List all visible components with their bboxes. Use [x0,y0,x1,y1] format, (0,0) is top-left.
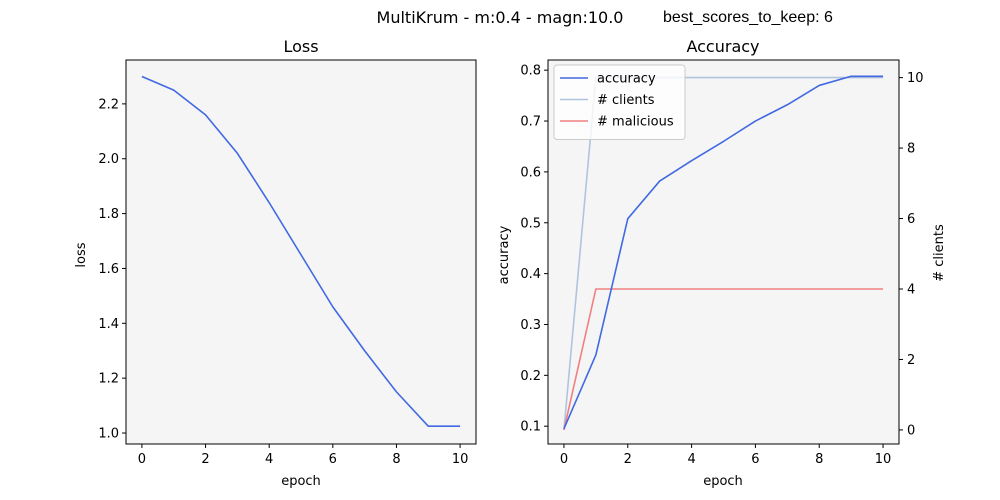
accuracy-y-tick-label: 0.7 [520,115,541,130]
loss-y-axis-label: loss [74,242,89,267]
accuracy-y-tick-label: 0.4 [520,267,541,282]
accuracy-accuracy-line [563,75,884,430]
accuracy-y2-tick-label: 4 [907,282,915,297]
accuracy-y-axis-label: accuracy [497,225,512,284]
accuracy-legend-label: # malicious [597,115,674,130]
accuracy-x-axis-label: epoch [703,474,743,489]
loss-y-tick-label: 2.2 [98,97,119,112]
accuracy-y-tick-label: 0.2 [520,369,541,384]
figure-suptitle: MultiKrum - m:0.4 - magn:10.0 [377,8,624,27]
loss-y-tick-label: 1.8 [98,207,119,222]
accuracy-x-tick-label: 4 [687,452,695,467]
accuracy-malicious-line [563,288,884,431]
loss-chart: Loss epoch loss 0 2 4 6 8 10 1.0 1.2 1.4 1.6 1.8 2.… [74,37,477,489]
accuracy-y-tick-label: 0.5 [520,216,541,231]
loss-x-axis-label: epoch [281,474,321,489]
loss-x-tick-label: 10 [452,452,469,467]
loss-y-tick-label: 1.2 [98,372,119,387]
accuracy-legend: accuracy # clients # malicious [553,64,686,140]
accuracy-x-tick-label: 2 [624,452,632,467]
loss-chart-title: Loss [283,37,318,56]
loss-plot-area [126,60,476,444]
loss-y-tick-label: 2.0 [98,152,119,167]
accuracy-y-tick-label: 0.3 [520,318,541,333]
accuracy-legend-label: # clients [597,93,655,108]
accuracy-right-axis-label: # clients [932,224,947,282]
accuracy-y2-tick-label: 0 [907,423,915,438]
accuracy-chart: Accuracy epoch accuracy # clients 0 2 4 6 8 1… [497,37,947,489]
loss-y-tick-label: 1.0 [98,427,119,442]
loss-x-tick-label: 4 [265,452,273,467]
loss-y-tick-label: 1.6 [98,262,119,277]
loss-series-0-line [141,75,461,427]
accuracy-y2-tick-label: 2 [907,353,915,368]
accuracy-plot-frame [547,59,900,445]
accuracy-chart-title: Accuracy [686,37,759,56]
accuracy-y-tick-label: 0.8 [520,64,541,79]
accuracy-x-tick-label: 0 [560,452,568,467]
accuracy-x-tick-label: 8 [815,452,823,467]
accuracy-x-tick-label: 6 [751,452,759,467]
figure-annotation: best_scores_to_keep: 6 [663,9,833,26]
loss-x-tick-label: 2 [201,452,209,467]
accuracy-y2-tick-label: 10 [907,71,924,86]
loss-y-tick-label: 1.4 [98,317,119,332]
accuracy-y2-tick-label: 8 [907,142,915,157]
accuracy-x-tick-label: 10 [875,452,892,467]
accuracy-y-tick-label: 0.6 [520,165,541,180]
accuracy-legend-label: accuracy [597,72,656,87]
loss-plot-frame [125,59,477,445]
loss-x-tick-label: 8 [392,452,400,467]
accuracy-y-tick-label: 0.1 [520,420,541,435]
accuracy-y2-tick-label: 6 [907,212,915,227]
loss-x-tick-label: 6 [329,452,337,467]
loss-x-tick-label: 0 [138,452,146,467]
